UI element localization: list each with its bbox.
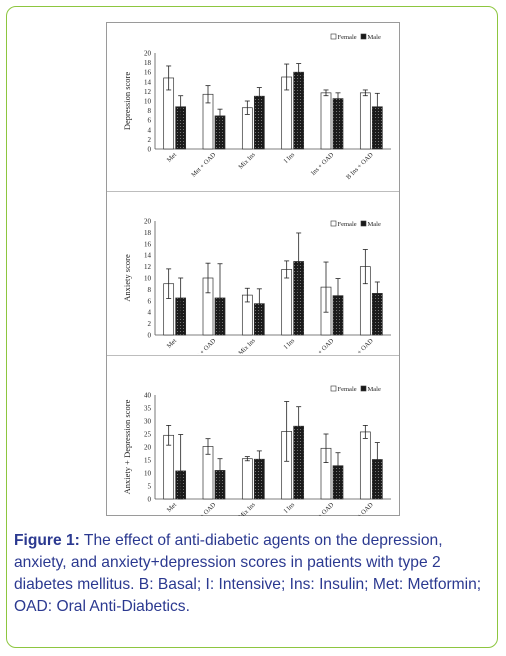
y-tick-label: 15 <box>144 457 152 465</box>
category-label: Ins + OAD <box>310 501 336 516</box>
category-label: I Ins <box>283 337 297 351</box>
category-label: Mix Ins <box>237 501 257 516</box>
y-tick-label: 35 <box>144 405 152 413</box>
category-label: Ins + OAD <box>310 337 336 354</box>
y-tick-label: 30 <box>144 418 152 426</box>
y-tick-label: 16 <box>144 240 152 248</box>
panel-divider <box>107 355 399 356</box>
category-label: Mix Ins <box>237 337 257 354</box>
y-tick-label: 12 <box>144 88 152 96</box>
male-legend-swatch <box>360 220 367 227</box>
anxiety-depression-chart: 0 5 10 15 20 25 30 35 40 Anxiety + Depression sco… <box>122 385 391 516</box>
category-label: Met + OAD <box>190 337 217 354</box>
y-tick-label: 6 <box>148 297 152 305</box>
y-tick-label: 2 <box>148 320 152 328</box>
y-tick-label: 4 <box>148 126 152 134</box>
y-tick-label: 4 <box>148 309 152 317</box>
female-bar <box>320 92 332 150</box>
female-legend-swatch <box>330 220 337 227</box>
legend-label: Male <box>368 34 381 41</box>
category-label: B Ins + OAD <box>345 501 375 516</box>
legend-label: Female <box>338 34 357 41</box>
female-bar <box>359 431 371 500</box>
y-tick-label: 0 <box>148 146 152 154</box>
female-bar <box>241 458 253 500</box>
y-tick-label: 16 <box>144 69 152 77</box>
category-label: B Ins + OAD <box>345 337 375 354</box>
female-legend-swatch <box>330 33 337 40</box>
y-tick-label: 0 <box>148 496 152 504</box>
y-tick-label: 20 <box>144 218 152 226</box>
y-tick-label: 20 <box>144 444 152 452</box>
category-label: I Ins <box>283 151 297 165</box>
y-tick-label: 8 <box>148 107 152 115</box>
y-tick-label: 6 <box>148 117 152 125</box>
male-bar <box>293 71 305 150</box>
male-legend-swatch <box>360 385 367 392</box>
legend-label: Female <box>338 386 357 393</box>
y-tick-label: 18 <box>144 229 152 237</box>
category-label: Met + OAD <box>190 501 217 516</box>
y-tick-label: 8 <box>148 286 152 294</box>
y-tick-label: 0 <box>148 332 152 340</box>
y-tick-label: 10 <box>144 470 152 478</box>
legend-label: Female <box>338 221 357 228</box>
y-tick-label: 10 <box>144 275 152 283</box>
female-bar <box>359 92 371 150</box>
y-axis-label: Anxiety score <box>122 254 132 302</box>
category-label: B Ins + OAD <box>345 151 375 181</box>
anxiety-chart: 0 2 4 6 8 10 12 14 16 18 20 Anxiety score Met Met + O… <box>122 218 391 354</box>
male-bar <box>332 98 344 150</box>
male-legend-swatch <box>360 33 367 40</box>
y-axis-label: Depression score <box>122 72 132 131</box>
y-tick-label: 12 <box>144 263 152 271</box>
caption-text: The effect of anti-diabetic agents on th… <box>14 532 482 615</box>
y-tick-label: 25 <box>144 431 152 439</box>
female-legend-swatch <box>330 385 337 392</box>
y-tick-label: 18 <box>144 59 152 67</box>
y-tick-label: 2 <box>148 136 152 144</box>
y-tick-label: 5 <box>148 483 152 491</box>
figure-panels: 0 2 4 6 8 10 12 14 16 18 20 Depression score Met Met … <box>106 22 400 516</box>
y-axis-label: Anxiety + Depression score <box>122 399 132 494</box>
y-tick-label: 14 <box>144 252 152 260</box>
y-tick-label: 40 <box>144 392 152 400</box>
category-label: Ins + OAD <box>310 151 336 177</box>
legend-label: Male <box>368 221 381 228</box>
caption-label: Figure 1: <box>14 532 80 549</box>
category-label: Met <box>166 151 178 163</box>
legend-label: Male <box>368 386 381 393</box>
category-label: Met <box>166 337 178 349</box>
category-label: Mix Ins <box>237 151 257 171</box>
category-label: Met <box>166 501 178 513</box>
y-tick-label: 20 <box>144 50 152 58</box>
figure-caption: Figure 1: The effect of anti-diabetic ag… <box>14 530 494 618</box>
y-tick-label: 14 <box>144 78 152 86</box>
y-tick-label: 10 <box>144 98 152 106</box>
category-label: I Ins <box>283 501 297 515</box>
panel-divider <box>107 191 399 192</box>
category-label: Met + OAD <box>190 151 217 178</box>
female-bar <box>281 269 293 336</box>
